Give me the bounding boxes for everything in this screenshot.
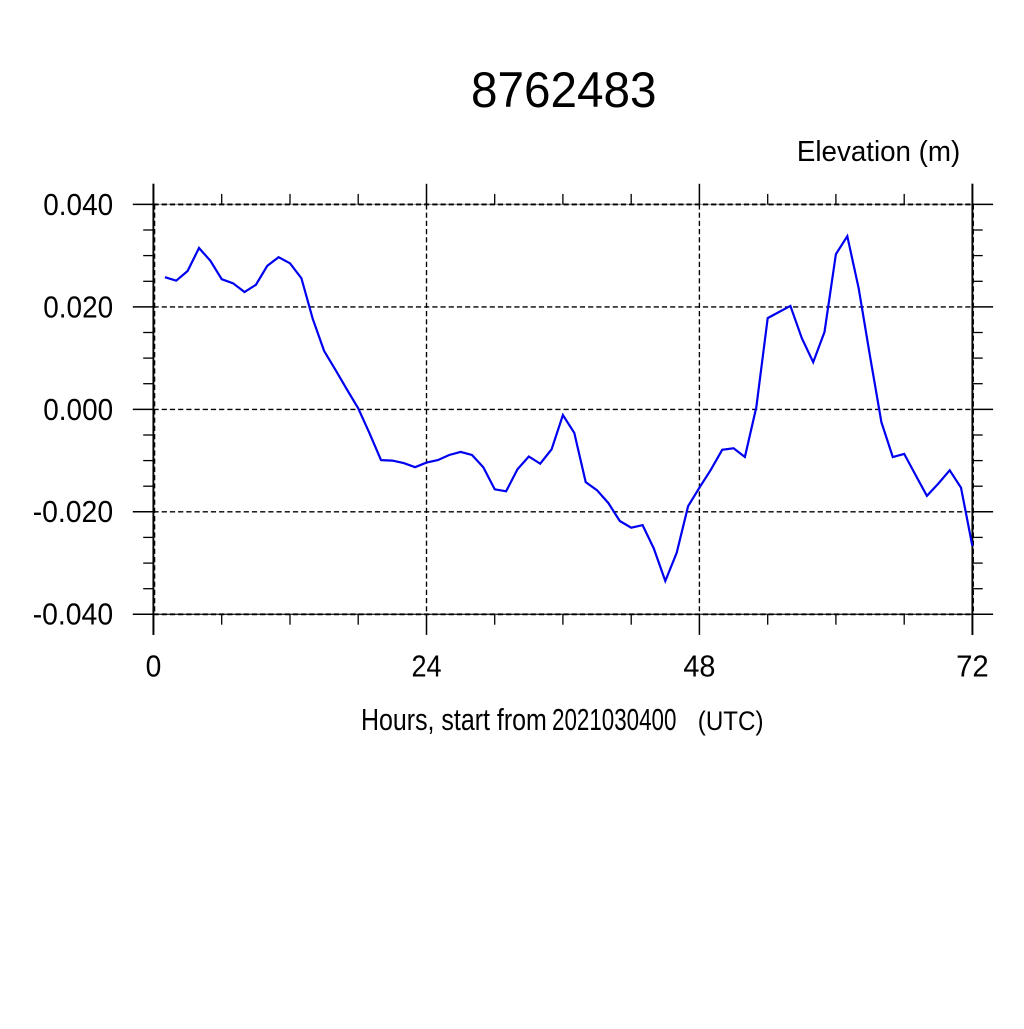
svg-text:72: 72 [956,650,989,683]
svg-text:-0.040: -0.040 [33,597,113,632]
svg-text:0.000: 0.000 [43,392,113,427]
svg-text:0: 0 [146,650,162,683]
svg-text:Elevation (m): Elevation (m) [797,136,960,168]
svg-text:0.040: 0.040 [43,187,113,222]
svg-text:2021030400: 2021030400 [552,704,676,737]
svg-text:24: 24 [411,650,441,683]
svg-text:(UTC): (UTC) [698,706,764,736]
svg-text:Hours, start from: Hours, start from [361,704,547,737]
svg-text:8762483: 8762483 [471,62,657,118]
svg-text:48: 48 [683,650,715,683]
svg-text:0.020: 0.020 [43,289,113,324]
svg-text:-0.020: -0.020 [33,494,113,529]
